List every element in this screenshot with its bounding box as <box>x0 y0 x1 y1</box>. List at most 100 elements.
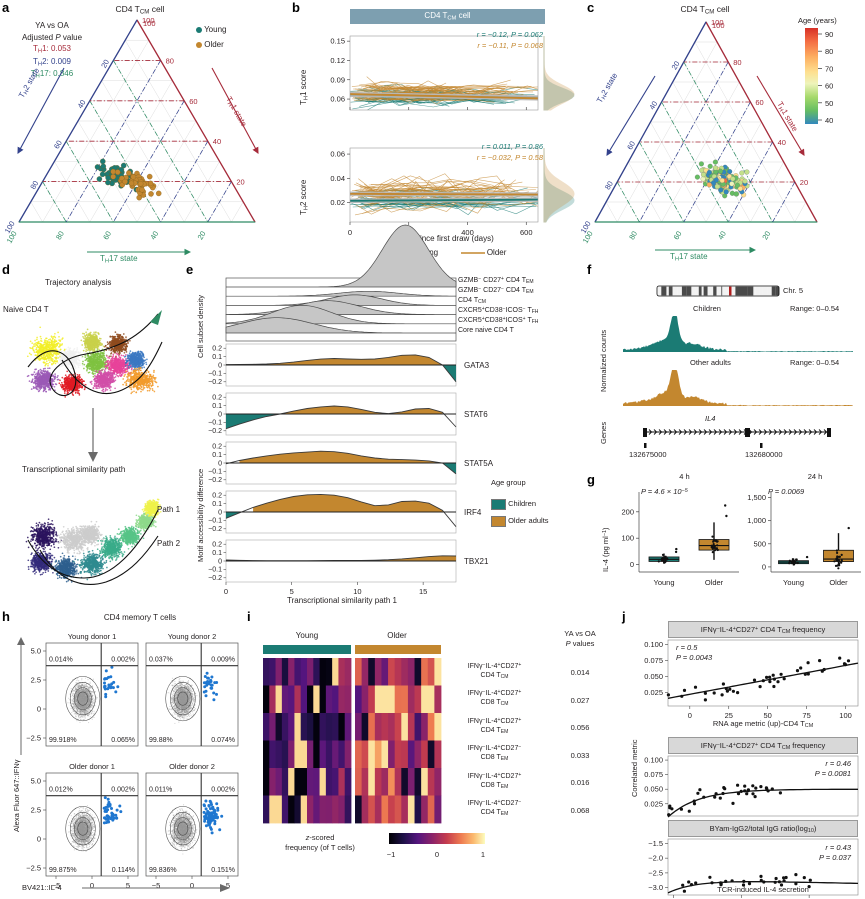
svg-text:60: 60 <box>672 230 684 242</box>
panel-h-flow-plots: Young donor 10.014%0.002%99.918%0.065%5.… <box>0 625 245 885</box>
panel-i-pvalues: 0.014 0.027 0.056 0.033 0.016 0.068 <box>545 658 615 823</box>
svg-text:20: 20 <box>760 230 772 242</box>
svg-text:80: 80 <box>54 230 66 242</box>
panel-d-title-top: Trajectory analysis <box>45 278 111 287</box>
pvalue-cell: 0.056 <box>545 713 615 741</box>
panel-i-heatmap <box>263 658 463 823</box>
b-top-ann-older: r = −0.11, P = 0.068 <box>477 41 543 50</box>
row-label: IFNγ−IL-4+CD27+CD8 TCM <box>447 686 542 714</box>
row-label: IFNγ−IL-4+CD27+CD4 TCM <box>447 658 542 686</box>
panel-f-track1-name: Children <box>693 304 721 313</box>
panel-i-pval-header: YA vs OA P values <box>545 629 615 649</box>
panel-b-bottom-ylabel: TH2 score <box>299 180 309 215</box>
panel-j-xlabel-1: RNA age metric (up)-CD4 TCM <box>668 719 858 729</box>
panel-f-track2-range: Range: 0–0.54 <box>790 358 839 367</box>
panel-e-legend: Age group Children Older adults <box>491 474 549 530</box>
panel-f-coord-left: 132675000 <box>629 450 667 459</box>
panel-f-track2-name: Other adults <box>690 358 731 367</box>
panel-j-p-3: P = 0.037 <box>819 853 851 862</box>
panel-c-colorbar-title: Age (years) <box>798 16 837 25</box>
svg-text:80: 80 <box>627 230 639 242</box>
legend-label-children: Children <box>508 499 536 508</box>
svg-text:40: 40 <box>213 137 221 146</box>
svg-text:80: 80 <box>733 58 741 67</box>
panel-b-strip-title: CD4 TCM cell <box>350 11 545 21</box>
svg-text:0.09: 0.09 <box>330 75 345 84</box>
pvalue-cell: 0.027 <box>545 686 615 714</box>
svg-text:60: 60 <box>755 98 763 107</box>
legend-title: Age group <box>491 474 549 491</box>
panel-i-row-labels: IFNγ−IL-4+CD27+CD4 TCM IFNγ−IL-4+CD27+CD… <box>447 658 542 823</box>
panel-f-letter: f <box>587 262 591 277</box>
subset-label: CXCR5+CD38−ICOS− TFH <box>458 306 538 316</box>
svg-text:80: 80 <box>166 56 174 65</box>
panel-j-r-1: r = 0.5 <box>676 643 697 652</box>
panel-c-axis-th17: TH17 state <box>670 252 708 262</box>
panel-j-strip-title-3: BYam-IgG2/total IgG ratio(log10) <box>668 824 858 834</box>
legend-label-older: Older adults <box>508 517 548 525</box>
panel-f-gene-name: IL4 <box>705 414 715 423</box>
b-top-ann-young: r = −0.12, P = 0.062 <box>477 30 543 39</box>
pvalue-cell: 0.014 <box>545 658 615 686</box>
svg-text:20: 20 <box>196 230 208 242</box>
panel-d-arrow-down <box>83 408 103 464</box>
pvalue-cell: 0.033 <box>545 741 615 769</box>
pval-header-2: P values <box>545 639 615 649</box>
legend-item-older: Older <box>461 248 507 257</box>
panel-f-track1 <box>623 316 853 356</box>
panel-j-strip-title-2: IFNγ−IL-4+CD27+ CD4 TCM frequency <box>668 741 858 751</box>
panel-i-older-bar <box>355 645 441 654</box>
panel-j-p-1: P = 0.0043 <box>676 653 712 662</box>
svg-text:80: 80 <box>825 47 833 56</box>
panel-f: f Chr. 5 Children Range: 0–0.54 Other ad… <box>585 262 865 462</box>
pvalue-cell: 0.016 <box>545 768 615 796</box>
panel-f-ylabel: Normalized counts <box>599 330 608 392</box>
svg-text:70: 70 <box>825 64 833 73</box>
b-bot-ann-older: r = −0.032, P = 0.58 <box>477 153 543 162</box>
svg-text:90: 90 <box>825 30 833 39</box>
legend-swatch-older <box>491 516 506 527</box>
svg-text:60: 60 <box>825 82 833 91</box>
subset-label: Core naive CD4 T <box>458 326 538 336</box>
panel-f-genes-label: Genes <box>599 422 608 444</box>
panel-h-xarrow <box>82 883 232 893</box>
panel-d-title-bottom: Transcriptional similarity path <box>22 465 125 474</box>
svg-text:0.15: 0.15 <box>330 37 345 46</box>
panel-f-track2 <box>623 370 853 410</box>
panel-g-left-title: 4 h <box>637 472 732 481</box>
panel-j-letter: j <box>622 609 626 624</box>
panel-d-path1: Path 1 <box>157 505 180 514</box>
svg-text:40: 40 <box>778 138 786 147</box>
svg-text:20: 20 <box>800 178 808 187</box>
panel-g-letter: g <box>587 472 595 487</box>
svg-text:20: 20 <box>236 178 244 187</box>
legend-item-older-adults: Older adults <box>491 513 549 530</box>
panel-d: d Trajectory analysis Naive CD4 T Transc… <box>0 262 190 607</box>
legend-label-older: Older <box>487 248 507 257</box>
svg-text:50: 50 <box>825 99 833 108</box>
panel-a: a CD4 TCM cell YA vs OA Adjusted P value… <box>0 0 290 262</box>
subset-label: CD4 TCM <box>458 296 538 306</box>
row-label: IFNγ−IL-4+CD27+CD4 TEM <box>447 713 542 741</box>
panel-f-ideogram <box>657 284 857 300</box>
pvalue-cell: 0.068 <box>545 796 615 824</box>
panel-b-top-ylabel: TH1 score <box>299 70 309 105</box>
b-bot-ann-young: r = 0.011, P = 0.86 <box>482 142 543 151</box>
panel-f-track1-range: Range: 0–0.54 <box>790 304 839 313</box>
svg-text:0.06: 0.06 <box>330 95 345 104</box>
panel-g-right-title: 24 h <box>775 472 855 481</box>
panel-b-xlabel: Time since first draw (days) <box>345 234 545 243</box>
subset-label: GZMB− CD27+ CD4 TEM <box>458 276 538 286</box>
panel-d-letter: d <box>2 262 10 277</box>
row-label: IFNγ−IL-4+CD27+CD8 TEM <box>447 768 542 796</box>
legend-swatch-children <box>491 499 506 510</box>
row-label: IFNγ−IL-4+CD27−CD4 TEM <box>447 796 542 824</box>
panel-f-chr-label: Chr. 5 <box>783 286 803 295</box>
